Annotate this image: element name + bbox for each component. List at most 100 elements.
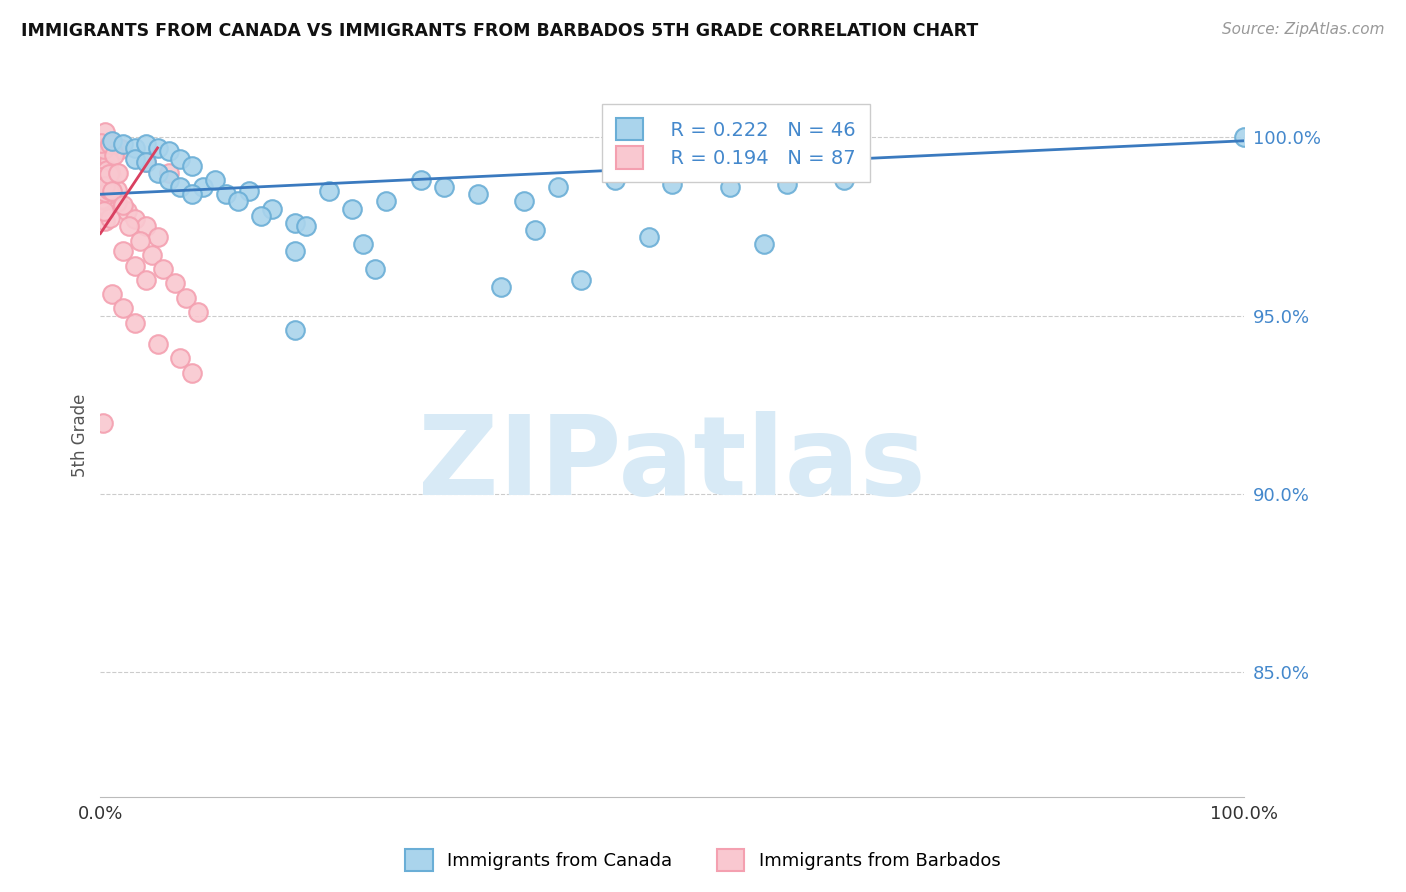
Point xyxy=(93,153,115,168)
Point xyxy=(124,212,146,227)
Point xyxy=(101,184,124,198)
Point xyxy=(180,366,202,380)
Point xyxy=(90,192,112,206)
Y-axis label: 5th Grade: 5th Grade xyxy=(72,393,89,476)
Point xyxy=(90,164,112,178)
Point xyxy=(93,176,115,190)
Point xyxy=(100,136,122,151)
Point xyxy=(169,152,191,166)
Point xyxy=(93,143,115,157)
Point xyxy=(91,416,114,430)
Point xyxy=(832,173,855,187)
Point xyxy=(318,184,340,198)
Point xyxy=(115,203,138,218)
Point xyxy=(238,184,260,198)
Point xyxy=(93,125,115,139)
Point xyxy=(91,159,114,173)
Point xyxy=(112,198,135,212)
Point xyxy=(547,180,569,194)
Point xyxy=(90,169,112,184)
Point xyxy=(91,175,114,189)
Point xyxy=(135,219,157,234)
Point xyxy=(215,187,238,202)
Point xyxy=(180,159,202,173)
Point xyxy=(93,164,115,178)
Text: ZIPatlas: ZIPatlas xyxy=(419,410,927,517)
Point xyxy=(169,180,191,194)
Point xyxy=(103,148,125,162)
Point xyxy=(1233,130,1256,145)
Point xyxy=(93,198,115,212)
Point xyxy=(432,180,454,194)
Point xyxy=(129,234,152,248)
Point xyxy=(135,155,157,169)
Point xyxy=(375,194,398,209)
Point xyxy=(98,211,121,225)
Point xyxy=(94,162,117,177)
Point xyxy=(94,185,117,199)
Point xyxy=(90,136,112,151)
Point xyxy=(94,175,117,189)
Point xyxy=(752,237,775,252)
Point xyxy=(157,166,180,180)
Point xyxy=(146,337,169,351)
Point xyxy=(638,230,661,244)
Point xyxy=(97,167,120,181)
Point xyxy=(157,145,180,159)
Point xyxy=(93,181,115,195)
Point xyxy=(90,147,112,161)
Point xyxy=(100,140,122,154)
Legend: Immigrants from Canada, Immigrants from Barbados: Immigrants from Canada, Immigrants from … xyxy=(398,842,1008,879)
Point xyxy=(98,154,121,169)
Point xyxy=(96,162,118,177)
Point xyxy=(124,141,146,155)
Point xyxy=(101,287,124,301)
Point xyxy=(94,179,117,194)
Point xyxy=(93,173,115,187)
Point xyxy=(93,174,115,188)
Point xyxy=(187,305,209,319)
Point xyxy=(284,244,307,259)
Text: IMMIGRANTS FROM CANADA VS IMMIGRANTS FROM BARBADOS 5TH GRADE CORRELATION CHART: IMMIGRANTS FROM CANADA VS IMMIGRANTS FRO… xyxy=(21,22,979,40)
Point xyxy=(94,214,117,228)
Point xyxy=(97,183,120,197)
Point xyxy=(135,155,157,169)
Point xyxy=(91,198,114,212)
Point xyxy=(718,180,741,194)
Point xyxy=(118,219,141,234)
Point xyxy=(135,273,157,287)
Point xyxy=(93,203,115,218)
Point xyxy=(569,273,592,287)
Text: Source: ZipAtlas.com: Source: ZipAtlas.com xyxy=(1222,22,1385,37)
Point xyxy=(93,179,115,194)
Point xyxy=(94,177,117,191)
Point xyxy=(124,152,146,166)
Point xyxy=(98,137,121,152)
Point xyxy=(260,202,283,216)
Point xyxy=(90,192,112,206)
Point xyxy=(91,159,114,173)
Point xyxy=(605,173,627,187)
Point xyxy=(110,142,132,156)
Point xyxy=(94,178,117,192)
Point xyxy=(105,183,128,197)
Point xyxy=(96,161,118,176)
Point xyxy=(249,209,271,223)
Point xyxy=(226,194,249,209)
Point xyxy=(204,173,226,187)
Point xyxy=(90,179,112,194)
Point xyxy=(90,170,112,185)
Point xyxy=(93,177,115,191)
Point xyxy=(94,193,117,207)
Point xyxy=(146,230,169,244)
Point xyxy=(340,202,363,216)
Point xyxy=(489,280,512,294)
Point xyxy=(146,141,169,155)
Point xyxy=(284,323,307,337)
Point xyxy=(107,166,129,180)
Point xyxy=(146,166,169,180)
Point xyxy=(112,137,135,152)
Point xyxy=(96,170,118,185)
Point xyxy=(94,186,117,200)
Point xyxy=(112,301,135,316)
